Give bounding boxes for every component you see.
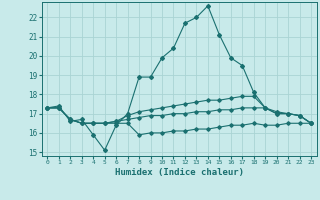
X-axis label: Humidex (Indice chaleur): Humidex (Indice chaleur)	[115, 168, 244, 177]
